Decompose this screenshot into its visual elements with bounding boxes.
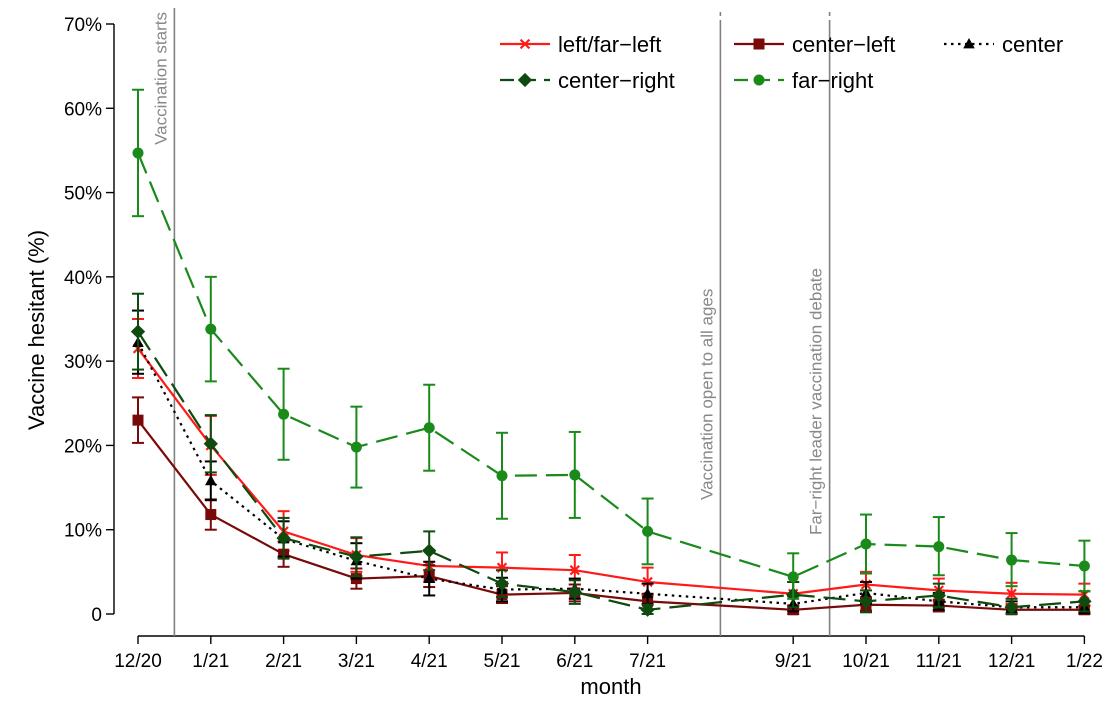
legend-swatch-marker — [753, 74, 765, 86]
data-point — [1078, 560, 1090, 572]
legend-label: left/far−left — [558, 32, 661, 57]
series-center — [132, 309, 1091, 615]
series-line-far-right — [136, 152, 1085, 579]
legend-label: center−left — [792, 32, 895, 57]
y-tick-label: 0 — [91, 605, 102, 626]
data-point — [640, 602, 655, 617]
x-tick-label: 11/21 — [916, 651, 962, 672]
series-center-left — [132, 396, 1091, 616]
data-point — [931, 588, 946, 603]
data-point — [278, 408, 290, 420]
marker-stroke — [642, 576, 653, 588]
legend-swatch-marker — [963, 37, 975, 49]
x-tick-label: 6/21 — [556, 651, 593, 672]
legend-item-center-right: center−right — [500, 68, 675, 93]
x-tick-label: 9/21 — [775, 651, 812, 672]
event-label-vaccination-open-to-all-ages: Vaccination open to all ages — [697, 289, 716, 500]
y-tick-label: 70% — [64, 15, 102, 36]
y-tick-label: 20% — [64, 436, 102, 457]
data-point — [1077, 594, 1092, 609]
y-tick-label: 30% — [64, 352, 102, 373]
series-line-center-right — [137, 331, 1085, 611]
x-tick-label: 2/21 — [265, 651, 302, 672]
data-point — [494, 576, 510, 591]
marker-stroke — [569, 564, 580, 576]
x-tick-label: 1/21 — [192, 651, 229, 672]
data-point — [933, 541, 945, 553]
x-axis: 12/20 1/21 2/21 3/21 4/21 5/21 6/21 7/21 9/21 10/… — [114, 635, 1103, 672]
data-point — [567, 584, 582, 600]
data-point — [496, 470, 508, 482]
data-point — [203, 436, 218, 451]
data-point — [860, 538, 872, 550]
series-left-far-left — [132, 318, 1091, 607]
x-tick-label: 1/22 — [1066, 651, 1103, 672]
legend-label: far−right — [792, 68, 873, 93]
y-axis-title: Vaccine hesitant (%) — [24, 230, 49, 430]
x-tick-label: 10/21 — [842, 651, 890, 672]
legend-swatch-marker — [753, 38, 765, 50]
y-axis: 0 10% 20% 30% 40% 50% 60% 70% — [64, 15, 115, 626]
x-tick-label: 3/21 — [338, 651, 375, 672]
data-point — [132, 414, 144, 426]
event-label-far-right-leader-vaccination-debate: Far−right leader vaccination debate — [807, 268, 826, 535]
data-point — [1004, 600, 1019, 615]
series-far-right — [132, 88, 1091, 600]
legend-item-center: center — [944, 32, 1063, 57]
legend-item-left-far-left: left/far−left — [500, 32, 661, 57]
data-point — [1006, 554, 1018, 566]
legend: left/far−left center−left center center−rig… — [500, 32, 1063, 93]
legend-item-far-right: far−right — [734, 68, 873, 93]
data-point — [205, 323, 217, 335]
event-label-vaccination-starts: Vaccination starts — [151, 12, 170, 145]
event-markers: Vaccination starts Vaccination open to al… — [151, 8, 831, 636]
legend-swatch-marker — [517, 72, 533, 88]
data-point — [205, 474, 217, 486]
data-point — [642, 576, 653, 588]
data-point — [423, 572, 435, 583]
data-point — [276, 530, 291, 546]
marker-stroke — [1006, 588, 1017, 599]
data-point — [1006, 588, 1017, 599]
data-point — [642, 525, 654, 537]
data-point — [205, 509, 217, 521]
data-point — [569, 469, 581, 481]
data-point — [349, 549, 364, 564]
data-point — [350, 441, 362, 453]
data-point — [422, 543, 437, 558]
x-axis-title: month — [580, 674, 641, 699]
data-point — [130, 324, 146, 339]
y-tick-label: 60% — [64, 99, 102, 120]
data-point — [423, 422, 435, 434]
series-group — [130, 88, 1092, 617]
data-point — [641, 587, 654, 599]
y-tick-label: 10% — [64, 521, 102, 542]
x-tick-label: 4/21 — [411, 651, 448, 672]
series-line-center-left — [137, 419, 1085, 611]
legend-item-center-left: center−left — [734, 32, 895, 57]
data-point — [787, 571, 799, 583]
y-tick-label: 50% — [64, 184, 102, 205]
data-point — [569, 564, 580, 576]
legend-swatch-marker — [519, 38, 531, 50]
x-tick-label: 7/21 — [629, 651, 666, 672]
legend-label: center — [1002, 32, 1063, 57]
series-center-right — [130, 292, 1092, 617]
marker-stroke — [519, 38, 531, 50]
x-tick-label: 5/21 — [484, 651, 521, 672]
y-tick-label: 40% — [64, 268, 102, 289]
x-tick-label: 12/21 — [988, 651, 1036, 672]
data-point — [858, 594, 874, 609]
legend-label: center−right — [558, 68, 675, 93]
x-tick-label: 12/20 — [114, 651, 162, 672]
data-point — [132, 147, 144, 159]
